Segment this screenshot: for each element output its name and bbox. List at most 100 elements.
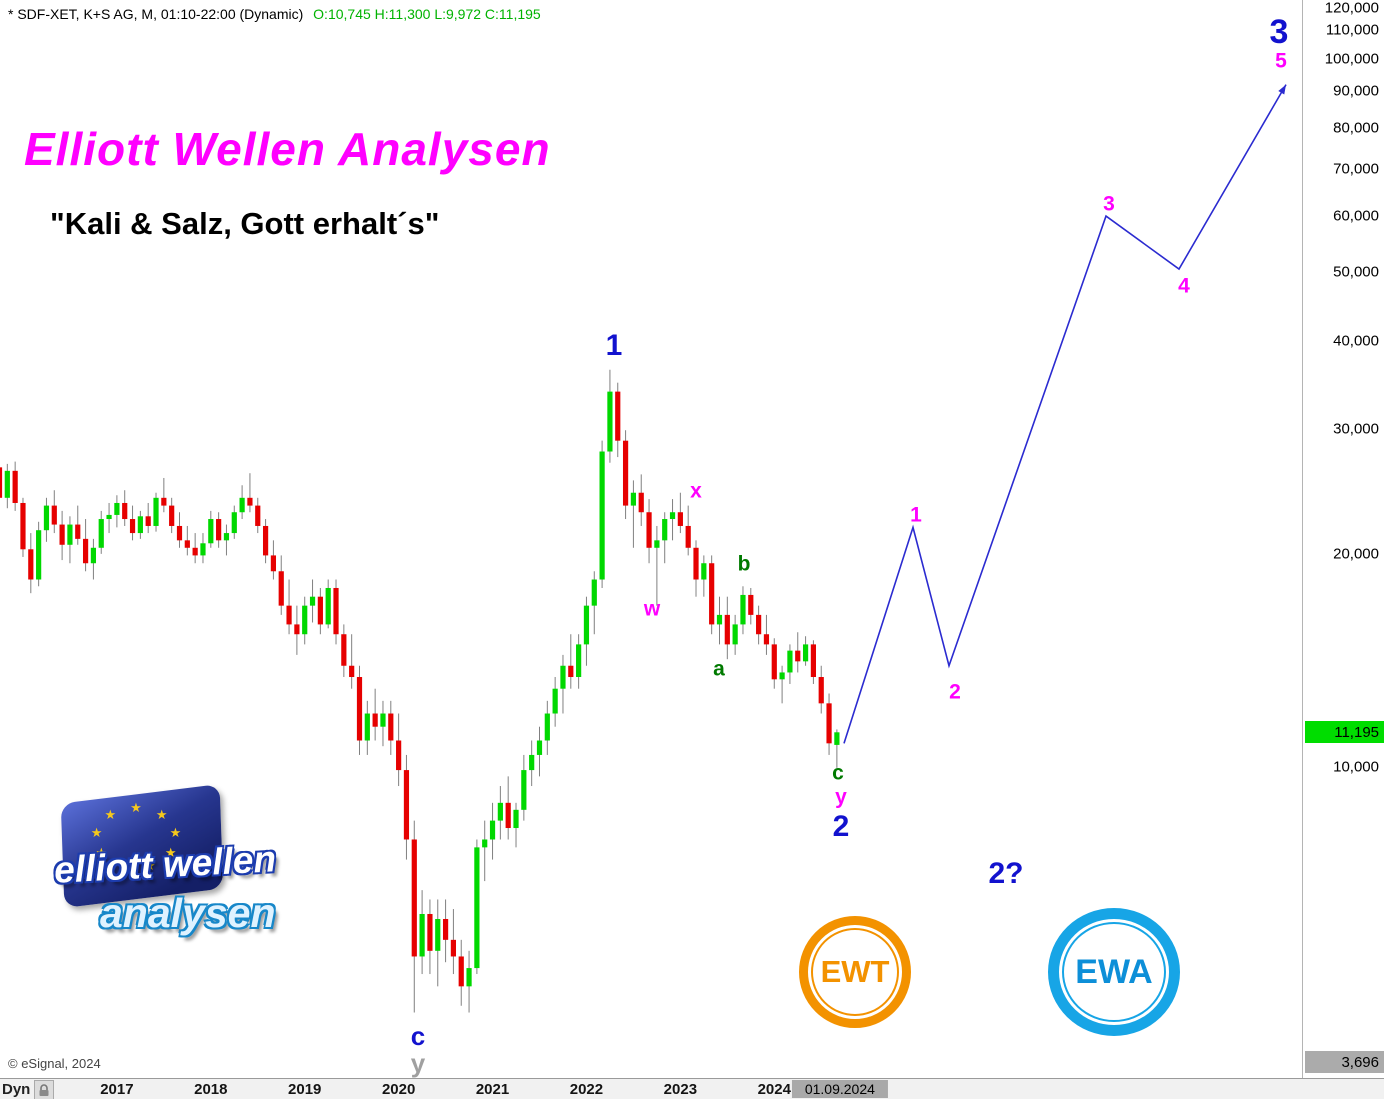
candle-down <box>818 677 824 704</box>
ewa-logo-ring: EWA <box>1062 922 1166 1022</box>
candle-down <box>122 502 128 520</box>
price-tick: 90,000 <box>1333 82 1379 100</box>
candle-down <box>317 596 323 625</box>
candle-up <box>419 913 425 957</box>
axis-bottom-tag: 3,696 <box>1305 1051 1384 1073</box>
year-tick-2018: 2018 <box>194 1081 228 1098</box>
candle-down <box>349 665 355 678</box>
candle-down <box>59 524 65 545</box>
last-date-tag: 01.09.2024 <box>791 1080 888 1098</box>
price-tick: 70,000 <box>1333 160 1379 178</box>
candle-down <box>82 538 89 564</box>
candle-up <box>591 579 597 606</box>
symbol-info: * SDF-XET, K+S AG, M, 01:10-22:00 (Dynam… <box>8 6 304 22</box>
candle-up <box>153 497 159 526</box>
candle-up <box>364 713 370 741</box>
candle-down <box>184 540 190 548</box>
projection-line <box>843 84 1287 744</box>
candle-down <box>427 913 433 951</box>
candle-down <box>450 939 457 957</box>
ewt-logo-text: EWT <box>820 954 890 989</box>
candle-up <box>654 540 660 548</box>
time-axis[interactable]: Dyn 01.09.2024 2017 2018 2019 2020 2021 2022 2… <box>0 1078 1384 1099</box>
candle-up <box>630 492 637 506</box>
candle-up <box>513 809 519 829</box>
symbol-header: * SDF-XET, K+S AG, M, 01:10-22:00 (Dynam… <box>8 6 541 22</box>
candle-down <box>333 587 339 635</box>
candle-down <box>693 547 699 580</box>
candle-up <box>787 650 793 673</box>
candle-down <box>615 391 621 441</box>
candle-up <box>4 470 10 498</box>
candle-up <box>489 820 496 840</box>
candle-up <box>716 614 723 625</box>
candle-up <box>106 514 112 520</box>
candle-down <box>646 512 652 548</box>
ewa-logo: EWA <box>1048 908 1180 1036</box>
candle-up <box>90 547 97 564</box>
candle-down <box>161 497 167 506</box>
year-tick-2020: 2020 <box>381 1081 416 1098</box>
candle-up <box>662 519 668 541</box>
year-tick-2017: 2017 <box>100 1081 134 1098</box>
candle-up <box>521 770 527 810</box>
candle-down <box>51 505 57 525</box>
price-tick: 100,000 <box>1324 50 1379 68</box>
candle-down <box>12 470 18 503</box>
candle-up <box>802 644 809 662</box>
price-tick: 120,000 <box>1324 0 1379 17</box>
candle-down <box>255 505 261 526</box>
candle-down <box>145 516 151 526</box>
candle-down <box>826 703 832 744</box>
candle-down <box>192 547 198 556</box>
candle-down <box>388 713 394 741</box>
candle-up <box>231 512 237 534</box>
candle-down <box>216 519 222 541</box>
year-tick-2021: 2021 <box>475 1081 510 1098</box>
candle-down <box>20 502 26 550</box>
price-tick: 20,000 <box>1333 545 1379 563</box>
price-tick: 50,000 <box>1333 263 1379 281</box>
candle-down <box>356 677 363 741</box>
candle-down <box>247 497 253 506</box>
ewa-logo-text: EWA <box>1075 952 1153 991</box>
price-tick: 60,000 <box>1333 207 1379 225</box>
candle-up <box>114 502 120 515</box>
candle-down <box>341 634 347 666</box>
candle-down <box>176 525 183 541</box>
price-tick: 10,000 <box>1333 758 1379 776</box>
candle-up <box>669 512 676 520</box>
lock-icon[interactable] <box>34 1080 54 1099</box>
price-axis[interactable]: 11,195 3,696 120,000 110,000 100,000 90,000… <box>1302 0 1384 1078</box>
candle-up <box>239 497 245 513</box>
candle-up <box>576 644 582 678</box>
ewt-logo-ring: EWT <box>811 928 899 1016</box>
candle-up <box>36 530 42 580</box>
year-tick-2022: 2022 <box>569 1081 604 1098</box>
candle-down <box>763 634 770 645</box>
ohlc-readout: O:10,745 H:11,300 L:9,972 C:11,195 <box>313 6 541 22</box>
candle-down <box>795 650 801 662</box>
candle-up <box>137 516 143 534</box>
candle-down <box>442 918 449 940</box>
candle-down <box>709 563 715 625</box>
candle-down <box>756 614 762 635</box>
candle-down <box>505 802 511 829</box>
eu-star-icon: ★ <box>116 858 129 874</box>
candle-down <box>169 505 175 526</box>
eu-star-icon: ★ <box>143 858 156 874</box>
eu-star-icon: ★ <box>169 824 182 840</box>
candle-down <box>403 770 410 840</box>
candle-up <box>67 524 73 545</box>
page-subtitle: "Kali & Salz, Gott erhalt´s" <box>50 206 440 241</box>
candle-down <box>262 525 269 556</box>
price-tick: 40,000 <box>1333 332 1379 350</box>
candle-down <box>0 467 3 498</box>
candle-down <box>286 605 292 625</box>
dynamic-scale-toggle[interactable]: Dyn <box>2 1081 31 1098</box>
candle-down <box>622 440 629 506</box>
candle-down <box>638 492 644 513</box>
candle-up <box>325 587 331 625</box>
